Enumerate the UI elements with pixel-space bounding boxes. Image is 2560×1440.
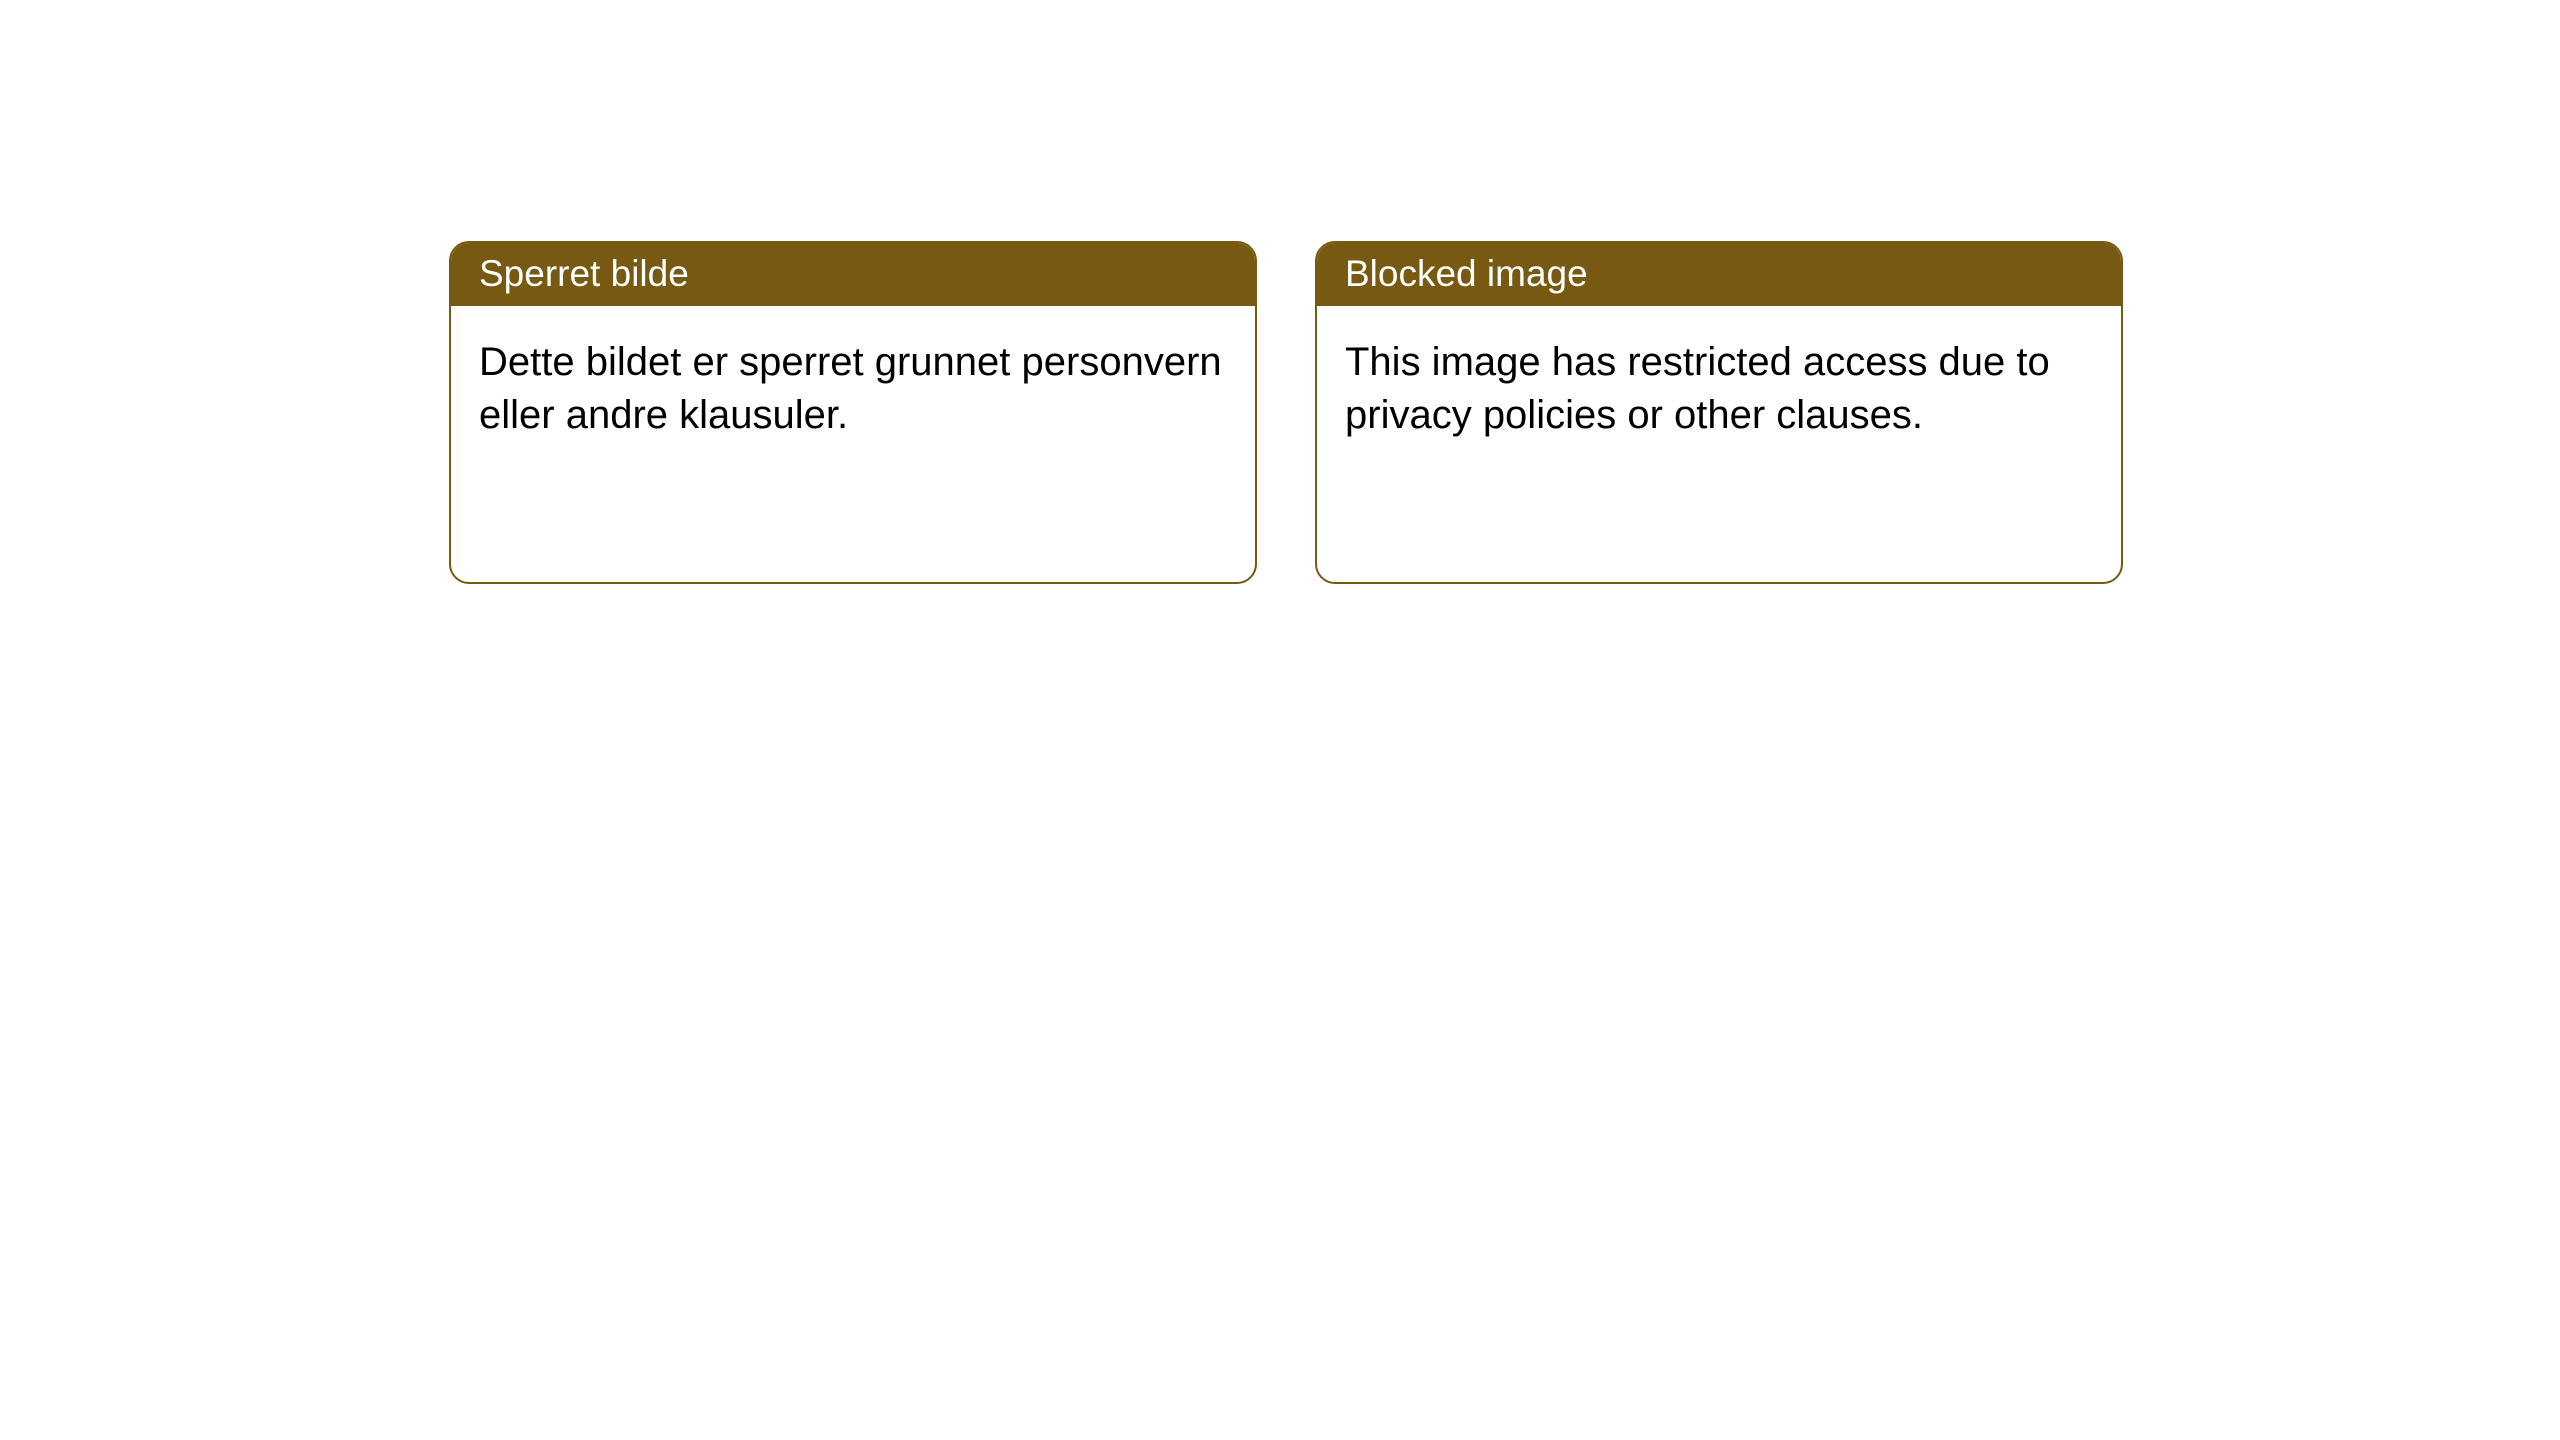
notice-card-header: Sperret bilde — [451, 243, 1255, 306]
notice-card-body: Dette bildet er sperret grunnet personve… — [451, 306, 1255, 582]
notice-card-english: Blocked image This image has restricted … — [1315, 241, 2123, 584]
notice-cards-row: Sperret bilde Dette bildet er sperret gr… — [449, 241, 2123, 584]
notice-card-norwegian: Sperret bilde Dette bildet er sperret gr… — [449, 241, 1257, 584]
notice-card-body: This image has restricted access due to … — [1317, 306, 2121, 582]
notice-card-header: Blocked image — [1317, 243, 2121, 306]
